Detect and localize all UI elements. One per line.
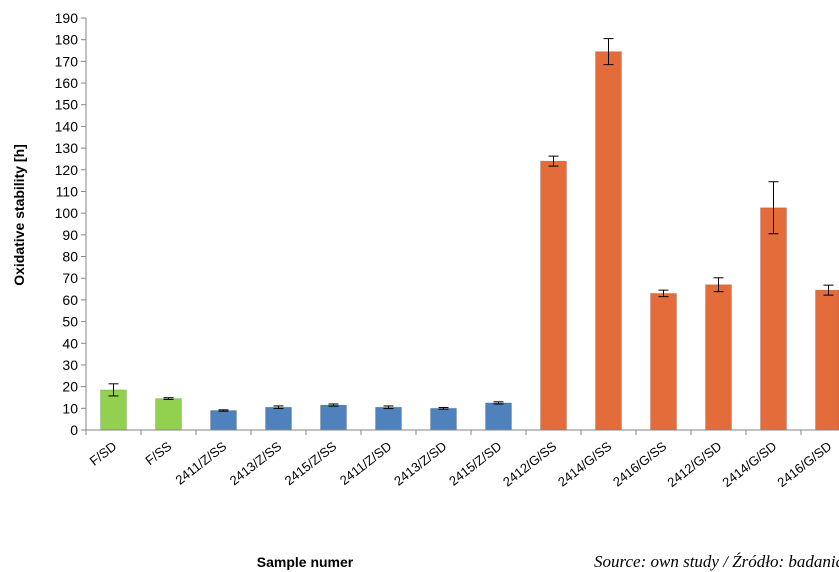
bar	[485, 402, 512, 430]
y-tick-label: 160	[55, 75, 79, 91]
bar	[155, 398, 182, 430]
x-tick-label: 2415/Z/SD	[446, 439, 504, 489]
x-tick-label: 2415/Z/SS	[282, 438, 340, 488]
y-axis-ticks: 0 10 20 30 40 50 60 70 80 90 100 110 120 130 140 150 160…	[55, 10, 802, 438]
y-tick-label: 80	[62, 249, 78, 265]
bar	[705, 284, 732, 430]
y-tick-label: 40	[62, 335, 78, 351]
x-tick-label: 2414/G/SD	[719, 439, 779, 490]
bar	[595, 51, 622, 430]
y-tick-label: 180	[55, 32, 79, 48]
x-axis-title: Sample numer	[257, 554, 354, 570]
x-tick-label: 2411/Z/SD	[337, 439, 394, 488]
y-tick-label: 90	[62, 227, 78, 243]
source-note: Source: own study / Źródło: badania włas…	[594, 552, 839, 571]
bar	[430, 408, 457, 430]
x-tick-label: F/SD	[87, 439, 120, 469]
bars	[100, 51, 839, 431]
y-tick-label: 140	[55, 118, 79, 134]
y-axis-title: Oxidative stability [h]	[11, 144, 27, 286]
x-tick-label: 2413/Z/SS	[227, 438, 285, 488]
bar	[100, 389, 127, 430]
y-tick-label: 190	[55, 10, 79, 26]
x-tick-label: 2414/G/SS	[555, 438, 615, 489]
x-axis-tick-labels: F/SD F/SS2411/Z/SS2413/Z/SS2415/Z/SS2411/…	[87, 438, 835, 490]
bar	[265, 407, 292, 430]
y-tick-label: 60	[62, 292, 78, 308]
x-tick-label: 2413/Z/SD	[391, 439, 449, 489]
y-tick-label: 70	[62, 270, 78, 286]
y-tick-label: 0	[70, 422, 78, 438]
y-tick-label: 120	[55, 162, 79, 178]
y-tick-label: 150	[55, 97, 79, 113]
y-tick-label: 100	[55, 205, 79, 221]
x-tick-label: 2412/G/SS	[500, 438, 560, 489]
bar	[320, 405, 347, 430]
y-tick-label: 170	[55, 53, 79, 69]
bar	[375, 407, 402, 430]
x-tick-label: 2411/Z/SS	[172, 438, 229, 487]
y-tick-label: 10	[62, 400, 78, 416]
x-tick-label: 2412/G/SD	[664, 439, 724, 490]
error-bars	[108, 38, 834, 412]
y-tick-label: 130	[55, 140, 79, 156]
bar	[760, 207, 787, 430]
bar	[540, 161, 567, 430]
bar	[650, 293, 677, 430]
y-tick-label: 30	[62, 357, 78, 373]
bar	[210, 410, 237, 430]
y-tick-label: 20	[62, 379, 78, 395]
x-tick-label: 2416/G/SD	[774, 439, 834, 490]
y-tick-label: 110	[56, 183, 79, 199]
x-tick-label: 2416/G/SS	[610, 438, 670, 489]
bar	[815, 290, 839, 430]
y-tick-label: 50	[62, 314, 78, 330]
x-tick-label: F/SS	[142, 438, 174, 468]
